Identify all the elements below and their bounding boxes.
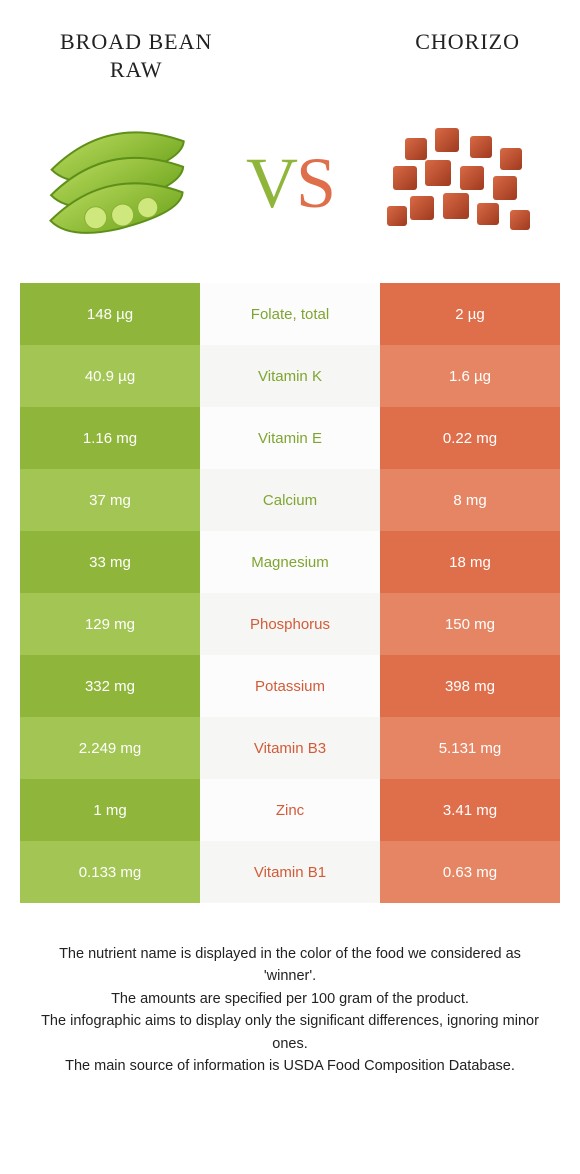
bean-icon [35,118,205,248]
value-right: 18 mg [380,531,560,593]
table-row: 1 mgZinc3.41 mg [20,779,560,841]
table-row: 332 mgPotassium398 mg [20,655,560,717]
hero-row: VS [0,93,580,283]
nutrient-name: Folate, total [200,283,380,345]
footer-notes: The nutrient name is displayed in the co… [0,903,580,1078]
chorizo-image [370,113,550,253]
nutrient-name: Vitamin B3 [200,717,380,779]
title-right: CHORIZO [415,28,520,83]
value-right: 0.63 mg [380,841,560,903]
value-right: 8 mg [380,469,560,531]
table-row: 40.9 µgVitamin K1.6 µg [20,345,560,407]
nutrient-name: Potassium [200,655,380,717]
nutrient-name: Magnesium [200,531,380,593]
chorizo-icon [375,118,545,248]
nutrient-name: Phosphorus [200,593,380,655]
value-left: 129 mg [20,593,200,655]
value-right: 3.41 mg [380,779,560,841]
table-row: 129 mgPhosphorus150 mg [20,593,560,655]
nutrient-name: Vitamin B1 [200,841,380,903]
value-right: 1.6 µg [380,345,560,407]
title-left: BROAD BEAN RAW [60,28,212,83]
nutrient-name: Vitamin K [200,345,380,407]
header: BROAD BEAN RAW CHORIZO [0,0,580,93]
nutrient-table: 148 µgFolate, total2 µg40.9 µgVitamin K1… [20,283,560,903]
value-left: 332 mg [20,655,200,717]
value-left: 40.9 µg [20,345,200,407]
footer-line-3: The infographic aims to display only the… [36,1010,544,1055]
table-row: 37 mgCalcium8 mg [20,469,560,531]
value-right: 150 mg [380,593,560,655]
value-left: 33 mg [20,531,200,593]
value-right: 0.22 mg [380,407,560,469]
nutrient-name: Zinc [200,779,380,841]
nutrient-name: Calcium [200,469,380,531]
nutrient-name: Vitamin E [200,407,380,469]
infographic-root: { "header": { "left_title": "BROAD BEAN\… [0,0,580,1078]
broad-bean-image [30,113,210,253]
table-row: 148 µgFolate, total2 µg [20,283,560,345]
value-right: 2 µg [380,283,560,345]
table-row: 2.249 mgVitamin B35.131 mg [20,717,560,779]
vs-s: S [296,143,334,223]
value-left: 0.133 mg [20,841,200,903]
table-row: 1.16 mgVitamin E0.22 mg [20,407,560,469]
value-right: 398 mg [380,655,560,717]
value-right: 5.131 mg [380,717,560,779]
value-left: 148 µg [20,283,200,345]
value-left: 2.249 mg [20,717,200,779]
table-row: 0.133 mgVitamin B10.63 mg [20,841,560,903]
vs-text: VS [246,142,334,225]
value-left: 1 mg [20,779,200,841]
footer-line-2: The amounts are specified per 100 gram o… [36,988,544,1010]
value-left: 1.16 mg [20,407,200,469]
footer-line-4: The main source of information is USDA F… [36,1055,544,1077]
value-left: 37 mg [20,469,200,531]
footer-line-1: The nutrient name is displayed in the co… [36,943,544,988]
vs-v: V [246,143,296,223]
table-row: 33 mgMagnesium18 mg [20,531,560,593]
